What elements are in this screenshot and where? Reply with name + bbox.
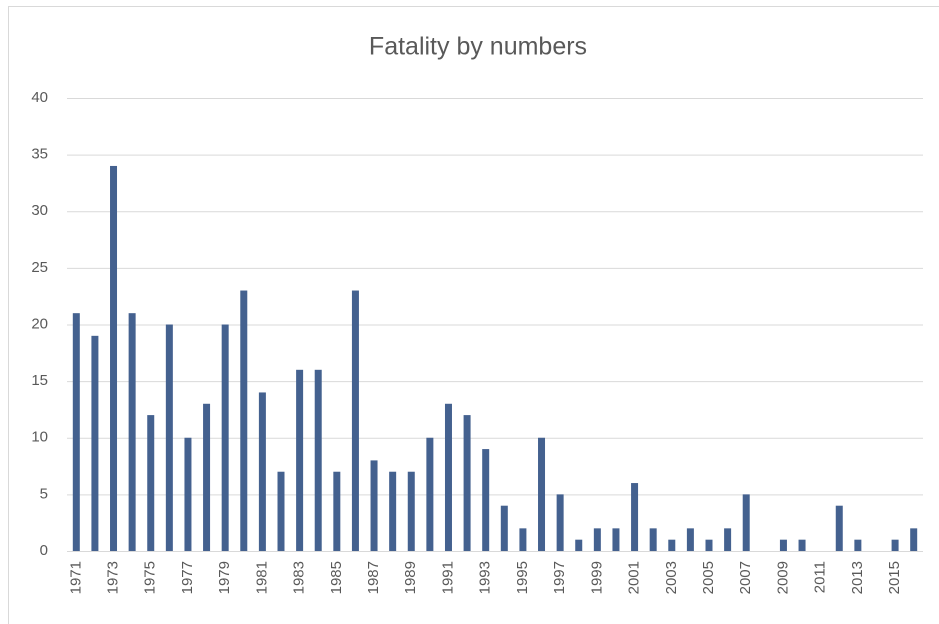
- x-tick-label: 2003: [663, 561, 680, 594]
- x-tick-label: 1983: [291, 561, 308, 594]
- x-tick-label: 1987: [365, 561, 382, 594]
- bar: [389, 471, 397, 551]
- y-tick-label: 30: [31, 202, 48, 219]
- bar: [72, 313, 80, 551]
- x-tick-label: 1993: [477, 561, 494, 594]
- bar: [538, 437, 546, 551]
- bar: [742, 494, 750, 551]
- bar: [593, 528, 601, 551]
- chart-border: [8, 6, 939, 624]
- bar: [854, 539, 862, 551]
- bar: [203, 403, 211, 551]
- bar: [556, 494, 564, 551]
- bar: [351, 290, 359, 551]
- bar: [407, 471, 415, 551]
- bar: [575, 539, 583, 551]
- bar: [184, 437, 192, 551]
- bar: [128, 313, 136, 551]
- x-tick-label: 1995: [514, 561, 531, 594]
- bar: [482, 449, 490, 551]
- bar: [91, 335, 99, 551]
- x-tick-label: 2005: [700, 561, 717, 594]
- x-tick-label: 1985: [328, 561, 345, 594]
- bar: [277, 471, 285, 551]
- x-tick-label: 2011: [812, 561, 829, 593]
- y-tick-label: 10: [31, 429, 48, 446]
- bar: [631, 483, 639, 551]
- bar: [705, 539, 713, 551]
- x-tick-label: 1979: [216, 561, 233, 594]
- x-tick-label: 1973: [104, 561, 121, 594]
- x-tick-label: 2007: [737, 561, 754, 594]
- y-tick-label: 15: [31, 372, 48, 389]
- bar: [891, 539, 899, 551]
- bar: [165, 324, 173, 551]
- x-tick-label: 2013: [849, 561, 866, 594]
- bar: [910, 528, 918, 551]
- bar: [258, 392, 266, 551]
- x-tick-label: 1997: [551, 561, 568, 594]
- bar: [686, 528, 694, 551]
- y-tick-label: 35: [31, 146, 48, 163]
- bar: [798, 539, 806, 551]
- bar: [724, 528, 732, 551]
- x-tick-label: 2009: [774, 561, 791, 594]
- x-tick-label: 1977: [179, 561, 196, 594]
- bar: [519, 528, 527, 551]
- y-tick-label: 0: [40, 542, 48, 559]
- bar: [296, 369, 304, 551]
- y-tick-label: 25: [31, 259, 48, 276]
- bar: [240, 290, 248, 551]
- y-tick-label: 5: [40, 485, 48, 502]
- x-tick-label: 1999: [588, 561, 605, 594]
- bar: [370, 460, 378, 551]
- x-tick-label: 1981: [253, 561, 270, 594]
- bar: [221, 324, 229, 551]
- bar: [779, 539, 787, 551]
- bar: [500, 505, 508, 551]
- bar: [444, 403, 452, 551]
- x-tick-label: 1989: [402, 561, 419, 594]
- x-tick-label: 1975: [142, 561, 159, 594]
- bar: [649, 528, 657, 551]
- x-tick-label: 1991: [439, 561, 456, 594]
- bar: [426, 437, 434, 551]
- bar: [668, 539, 676, 551]
- bar: [463, 415, 471, 551]
- bar: [110, 165, 118, 551]
- bar: [314, 369, 322, 551]
- y-tick-label: 20: [31, 315, 48, 332]
- chart-title: Fatality by numbers: [369, 33, 587, 61]
- y-tick-label: 40: [31, 89, 48, 106]
- x-tick-label: 1971: [67, 561, 84, 594]
- bar: [333, 471, 341, 551]
- x-tick-label: 2001: [626, 561, 643, 594]
- bar: [612, 528, 620, 551]
- bar: [835, 505, 843, 551]
- x-tick-label: 2015: [886, 561, 903, 594]
- bar: [147, 415, 155, 551]
